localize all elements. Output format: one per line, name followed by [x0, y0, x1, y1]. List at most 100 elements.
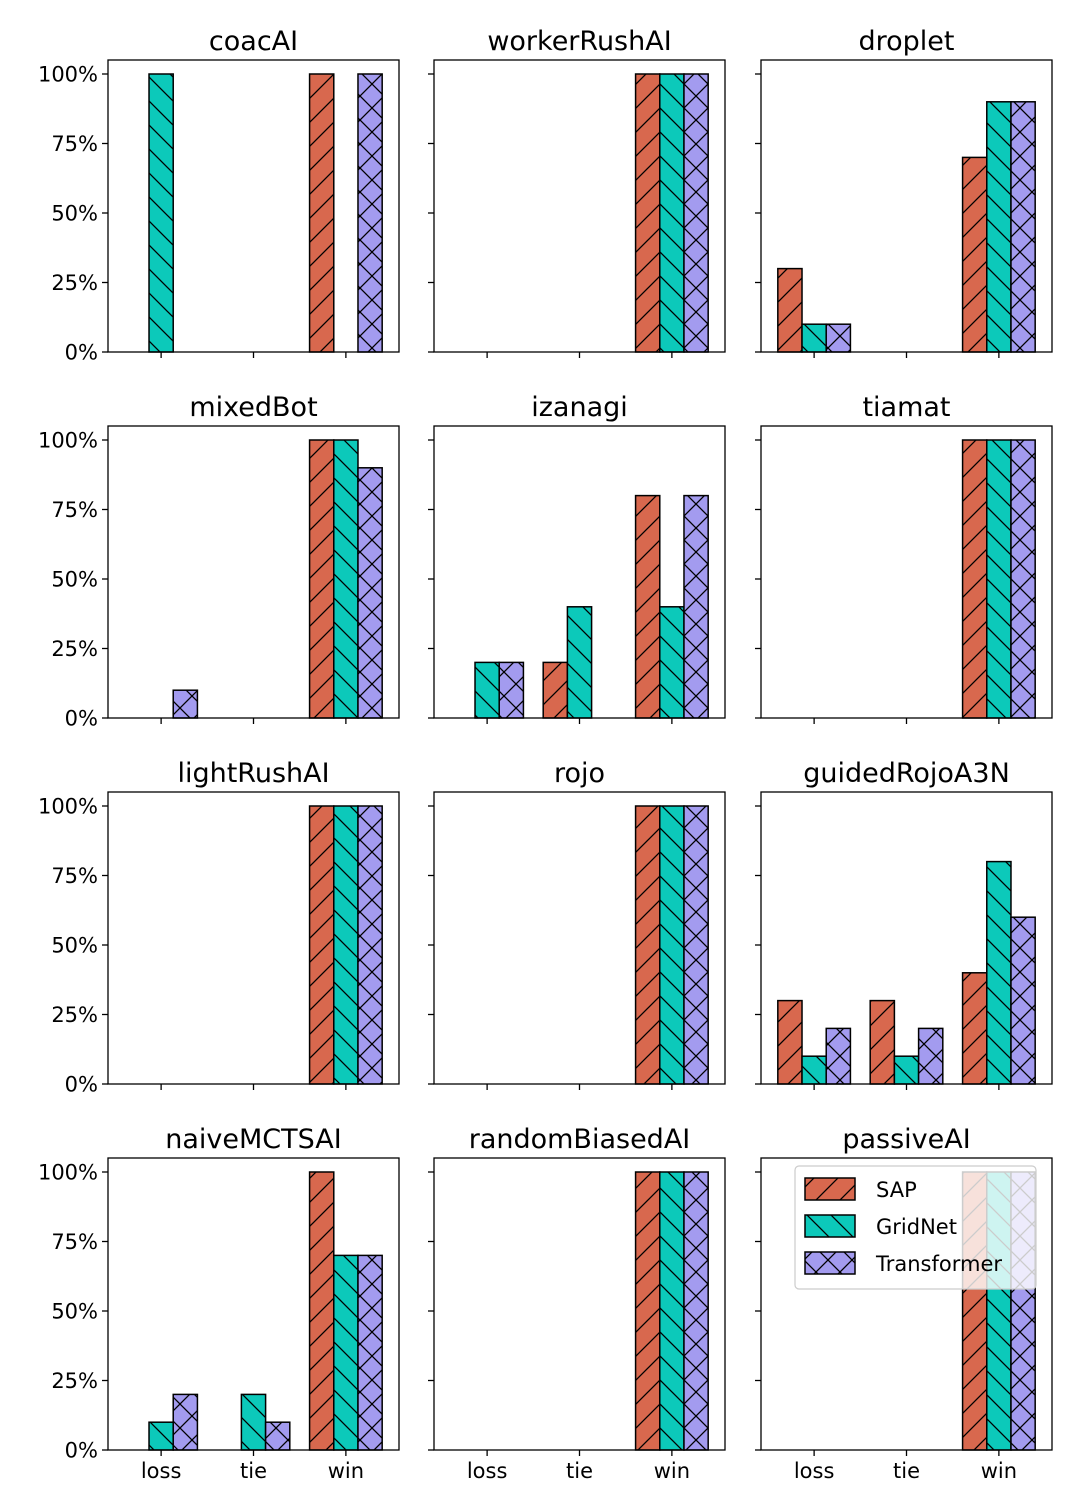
bar-randombiasedai-sap-win [634, 1171, 661, 1451]
panel-coacai: coacAI 0% 25% 50% 75% 100% [38, 26, 400, 365]
bar-droplet-gridnet-win [986, 101, 1012, 353]
panel-title-passiveai: passiveAI [842, 1124, 970, 1155]
bar-randombiasedai-gridnet-win [659, 1171, 685, 1451]
bar-naivemctsai-transformer-win [357, 1254, 383, 1451]
ytick-label: 0% [65, 341, 98, 365]
bar-izanagi-gridnet-win [659, 606, 685, 719]
ytick-label: 75% [51, 132, 98, 156]
ytick-label: 100% [38, 795, 98, 819]
ytick-label: 75% [51, 498, 98, 522]
ytick-label: 0% [65, 1439, 98, 1463]
xtick-label-win: win [328, 1459, 364, 1483]
bar-tiamat-gridnet-win [986, 439, 1012, 719]
bar-droplet-sap-loss [777, 267, 803, 353]
bar-coacai-sap-win [308, 73, 335, 353]
panel-title-droplet: droplet [858, 26, 954, 57]
bar-izanagi-sap-tie [542, 661, 569, 719]
legend-label-gridnet: GridNet [876, 1215, 957, 1239]
bar-guidedrojoa3n-transformer-loss [825, 1027, 852, 1085]
legend-entry-transformer: Transformer [804, 1251, 1002, 1276]
bar-guidedrojoa3n-gridnet-loss [801, 1055, 827, 1085]
bar-izanagi-gridnet-loss [474, 661, 500, 719]
ytick-label: 100% [38, 63, 98, 87]
xtick-label-tie: tie [893, 1459, 920, 1483]
ytick-label: 50% [51, 934, 98, 958]
panel-randombiasedai: randomBiasedAI loss tie win [428, 1124, 726, 1483]
bar-izanagi-transformer-loss [498, 661, 525, 719]
bar-droplet-gridnet-loss [801, 323, 827, 353]
panel-guidedrojoa3n: guidedRojoA3N [755, 758, 1053, 1090]
bar-izanagi-transformer-win [683, 494, 709, 719]
panel-title-izanagi: izanagi [531, 392, 628, 423]
bar-naivemctsai-transformer-loss [172, 1393, 199, 1451]
bar-rojo-transformer-win [683, 805, 709, 1085]
ytick-label: 100% [38, 1161, 98, 1185]
bar-mixedbot-transformer-win [357, 467, 383, 719]
ytick-label: 50% [51, 568, 98, 592]
panel-title-coacai: coacAI [209, 26, 298, 57]
bar-guidedrojoa3n-sap-tie [869, 999, 896, 1085]
legend-label-transformer: Transformer [875, 1252, 1002, 1276]
ytick-label: 0% [65, 1073, 98, 1097]
panel-title-naivemctsai: naiveMCTSAI [165, 1124, 341, 1155]
xtick-label-win: win [654, 1459, 690, 1483]
ytick-label: 25% [51, 1369, 98, 1393]
panel-title-tiamat: tiamat [862, 392, 950, 423]
bar-coacai-gridnet-loss [148, 73, 174, 353]
bar-droplet-transformer-win [1010, 101, 1036, 353]
bar-droplet-sap-win [961, 156, 988, 353]
bar-izanagi-gridnet-tie [566, 606, 593, 719]
bar-coacai-transformer-win [357, 73, 383, 353]
bar-naivemctsai-sap-win [308, 1171, 335, 1451]
bar-izanagi-sap-win [634, 494, 661, 719]
bar-tiamat-sap-win [961, 439, 988, 719]
ytick-label: 75% [51, 864, 98, 888]
bar-rojo-sap-win [634, 805, 661, 1085]
panel-title-randombiasedai: randomBiasedAI [469, 1124, 691, 1155]
bar-workerrushai-gridnet-win [659, 73, 685, 353]
xtick-label-tie: tie [240, 1459, 267, 1483]
ytick-label: 25% [51, 1003, 98, 1027]
xtick-label-loss: loss [141, 1459, 182, 1483]
panel-naivemctsai: naiveMCTSAI 0% 25% 50% 75% 100% loss tie win [38, 1124, 400, 1483]
panel-mixedbot: mixedBot 0% 25% 50% 75% 100% [38, 392, 400, 731]
ytick-label: 25% [51, 637, 98, 661]
bar-naivemctsai-gridnet-tie [240, 1393, 267, 1451]
bar-workerrushai-sap-win [634, 73, 661, 353]
bar-guidedrojoa3n-transformer-tie [917, 1027, 944, 1085]
bar-workerrushai-transformer-win [683, 73, 709, 353]
panel-lightrushai: lightRushAI 0% 25% 50% 75% 100% [38, 758, 400, 1097]
bar-guidedrojoa3n-transformer-win [1010, 916, 1036, 1085]
bar-mixedbot-sap-win [308, 439, 335, 719]
xtick-label-loss: loss [467, 1459, 508, 1483]
panel-droplet: droplet [755, 26, 1053, 358]
bar-guidedrojoa3n-gridnet-tie [893, 1055, 920, 1085]
ytick-label: 75% [51, 1230, 98, 1254]
legend-label-sap: SAP [876, 1178, 917, 1202]
panel-title-mixedbot: mixedBot [189, 392, 317, 423]
legend-entry-gridnet: GridNet [804, 1214, 957, 1239]
legend-entry-sap: SAP [804, 1177, 917, 1202]
bar-lightrushai-sap-win [308, 805, 335, 1085]
bar-tiamat-transformer-win [1010, 439, 1036, 719]
panel-title-guidedrojoa3n: guidedRojoA3N [803, 758, 1010, 789]
bar-lightrushai-transformer-win [357, 805, 383, 1085]
xtick-label-loss: loss [794, 1459, 835, 1483]
panel-title-lightrushai: lightRushAI [177, 758, 329, 789]
panel-tiamat: tiamat [755, 392, 1053, 724]
ytick-label: 25% [51, 271, 98, 295]
bar-lightrushai-gridnet-win [333, 805, 359, 1085]
ytick-label: 50% [51, 1300, 98, 1324]
panel-workerrushai: workerRushAI [428, 26, 726, 358]
bar-naivemctsai-gridnet-win [333, 1254, 359, 1451]
panel-rojo: rojo [428, 758, 726, 1090]
ytick-label: 0% [65, 707, 98, 731]
bar-randombiasedai-transformer-win [683, 1171, 709, 1451]
bar-droplet-transformer-loss [825, 323, 852, 353]
panel-title-rojo: rojo [554, 758, 605, 789]
xtick-label-tie: tie [566, 1459, 593, 1483]
panel-izanagi: izanagi [428, 392, 726, 724]
ytick-label: 50% [51, 202, 98, 226]
xtick-label-win: win [981, 1459, 1017, 1483]
